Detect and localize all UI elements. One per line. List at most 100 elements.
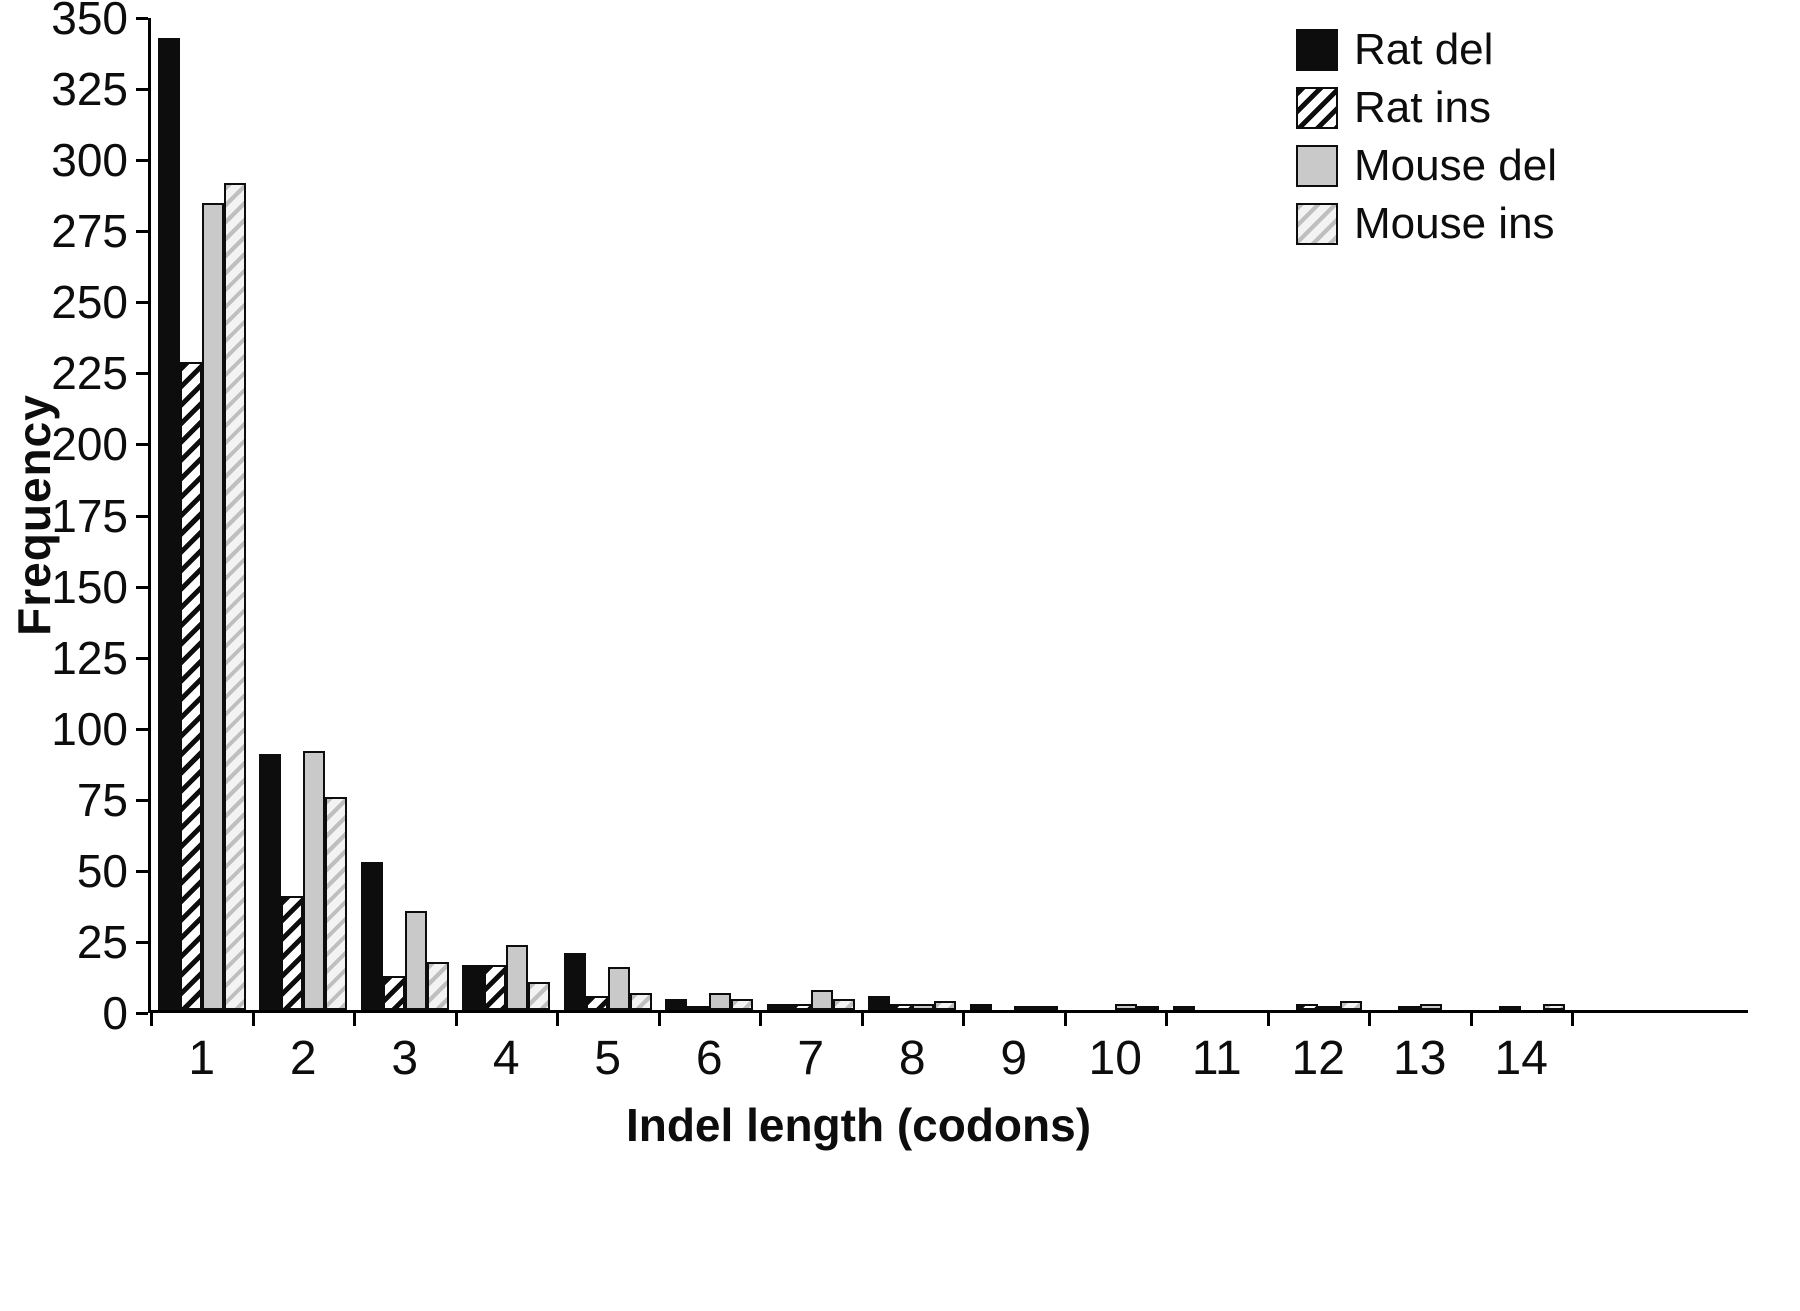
bar-rat-ins-len-4: [484, 964, 507, 1010]
y-tick-mark: [136, 869, 148, 873]
y-tick-mark: [136, 17, 148, 20]
y-tick-label: 175: [51, 489, 128, 542]
x-tick-label: 8: [898, 1032, 926, 1085]
x-tick-mark: [1368, 1013, 1371, 1026]
legend-swatch-mouse-ins: [1296, 203, 1338, 245]
legend-label: Mouse del: [1354, 141, 1558, 190]
bar-mouse-ins-len-1: [223, 182, 246, 1010]
y-tick-mark: [136, 727, 148, 731]
y-tick-mark: [136, 372, 148, 376]
bar-rat-ins-len-5: [585, 995, 608, 1010]
bar-mouse-ins-len-6: [731, 998, 754, 1010]
legend-item-mouse-del: Mouse del: [1296, 144, 1557, 188]
bar-mouse-ins-len-9: [1035, 1006, 1058, 1010]
y-tick-label: 25: [76, 915, 128, 968]
legend-swatch-mouse-del: [1296, 145, 1338, 187]
bar-mouse-ins-len-14: [1543, 1004, 1566, 1010]
bar-mouse-del-len-5: [607, 967, 630, 1010]
y-tick-mark: [136, 1012, 148, 1015]
bar-rat-ins-len-1: [179, 361, 202, 1010]
bar-mouse-ins-len-4: [528, 981, 551, 1010]
x-tick-label: 3: [391, 1032, 419, 1085]
bar-rat-del-len-6: [665, 998, 688, 1010]
bar-mouse-del-len-7: [810, 990, 833, 1010]
bar-rat-del-len-4: [462, 964, 485, 1010]
y-tick-label: 300: [51, 134, 128, 187]
y-tick-mark: [136, 301, 148, 305]
y-tick-label: 225: [51, 347, 128, 400]
y-tick-label: 150: [51, 560, 128, 613]
x-tick-mark: [1266, 1013, 1270, 1026]
bar-rat-ins-len-6: [687, 1006, 710, 1010]
legend-label: Rat del: [1354, 25, 1494, 74]
bar-mouse-del-len-9: [1013, 1006, 1036, 1010]
x-tick-mark: [1469, 1013, 1473, 1026]
x-tick-label: 6: [695, 1032, 723, 1085]
bar-rat-del-len-7: [766, 1004, 789, 1010]
legend-item-rat-del: Rat del: [1296, 28, 1557, 72]
bar-mouse-del-len-6: [709, 992, 732, 1010]
bar-rat-del-len-9: [969, 1004, 992, 1010]
x-tick-mark: [1063, 1013, 1067, 1026]
bar-mouse-ins-len-10: [1137, 1006, 1160, 1010]
legend-label: Mouse ins: [1354, 199, 1555, 248]
legend-label: Rat ins: [1354, 83, 1491, 132]
y-tick-mark: [136, 940, 148, 944]
bar-mouse-del-len-4: [506, 944, 529, 1010]
x-tick-label: 4: [492, 1032, 520, 1085]
bar-mouse-ins-len-8: [934, 1001, 957, 1010]
y-tick-mark: [136, 514, 148, 518]
bar-rat-del-len-2: [259, 754, 282, 1010]
x-tick-mark: [1165, 1013, 1168, 1026]
x-tick-label: 11: [1191, 1032, 1242, 1085]
y-tick-label: 325: [51, 63, 128, 116]
bar-mouse-ins-len-5: [629, 992, 652, 1010]
x-tick-label: 9: [1000, 1032, 1028, 1085]
legend-item-rat-ins: Rat ins: [1296, 86, 1557, 130]
bar-rat-ins-len-13: [1397, 1006, 1420, 1010]
x-tick-mark: [860, 1013, 864, 1026]
x-tick-label: 14: [1494, 1032, 1548, 1085]
bar-mouse-ins-len-7: [832, 998, 855, 1010]
bar-rat-del-len-5: [563, 953, 586, 1010]
x-tick-mark: [1571, 1013, 1574, 1026]
plot-area: 0 25 50 75 100 125 150 175 200 225 250 275 300 325 350…: [51, 0, 1748, 1083]
y-tick-label: 275: [51, 205, 128, 258]
y-tick-mark: [136, 230, 148, 234]
x-tick-mark: [657, 1013, 661, 1026]
x-tick-mark: [962, 1013, 965, 1026]
bar-rat-ins-len-3: [382, 975, 405, 1010]
y-tick-mark: [136, 88, 148, 92]
x-axis-title: Indel length (codons): [625, 1099, 1092, 1151]
y-tick-mark: [136, 656, 148, 660]
legend-swatch-rat-del: [1296, 29, 1338, 71]
bar-mouse-del-len-2: [303, 751, 326, 1010]
bar-rat-del-len-8: [868, 995, 891, 1010]
x-tick-mark: [454, 1013, 458, 1026]
legend-swatch-rat-ins: [1296, 87, 1338, 129]
bar-mouse-ins-len-2: [325, 796, 348, 1010]
y-tick-mark: [136, 159, 148, 163]
bar-mouse-del-len-8: [912, 1004, 935, 1010]
legend-item-mouse-ins: Mouse ins: [1296, 202, 1557, 246]
bar-mouse-del-len-10: [1115, 1004, 1138, 1010]
bar-mouse-ins-len-3: [426, 961, 449, 1010]
x-tick-mark: [251, 1013, 255, 1026]
bar-mouse-ins-len-12: [1340, 1001, 1363, 1010]
bar-rat-ins-len-2: [281, 896, 304, 1010]
y-tick-label: 250: [51, 276, 128, 329]
legend: Rat del Rat ins Mouse del Mouse ins: [1296, 28, 1557, 246]
x-tick-mark: [150, 1013, 153, 1026]
bar-rat-ins-len-12: [1296, 1004, 1319, 1010]
x-tick-mark: [556, 1013, 559, 1026]
y-tick-mark: [136, 443, 148, 447]
y-tick-label: 350: [51, 0, 128, 44]
bar-rat-ins-len-7: [788, 1004, 811, 1010]
y-tick-label: 75: [76, 773, 128, 826]
y-tick-label: 200: [51, 418, 128, 471]
x-tick-label: 10: [1088, 1032, 1142, 1085]
bar-mouse-del-len-3: [404, 910, 427, 1010]
bar-rat-del-len-1: [157, 37, 180, 1010]
y-tick-label: 0: [102, 987, 128, 1039]
